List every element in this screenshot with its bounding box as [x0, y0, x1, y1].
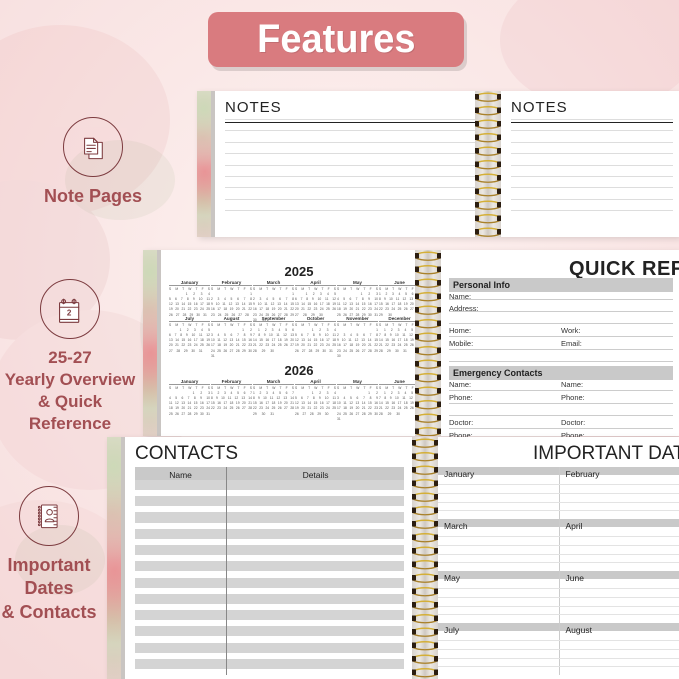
- svg-text:2: 2: [67, 308, 72, 317]
